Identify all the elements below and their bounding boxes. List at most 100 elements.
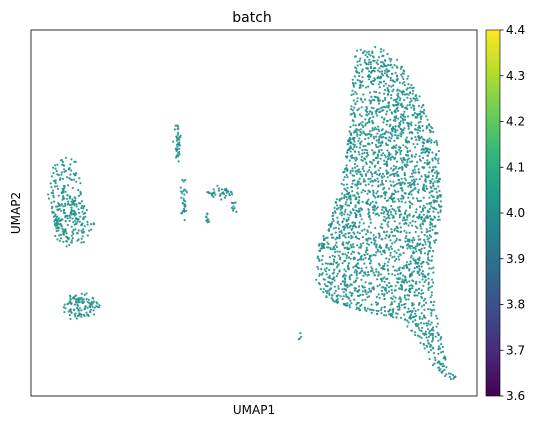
data-point [80, 200, 83, 203]
data-point [73, 209, 76, 212]
data-point [384, 131, 387, 134]
data-point [426, 118, 429, 121]
data-point [428, 357, 431, 361]
data-point [405, 231, 408, 234]
data-point [421, 207, 425, 210]
data-point [366, 55, 369, 59]
data-point [395, 160, 398, 163]
data-point [78, 177, 81, 180]
data-point [393, 220, 396, 223]
data-point [335, 275, 338, 278]
data-point [430, 267, 433, 270]
data-point [218, 187, 221, 190]
data-point [445, 373, 448, 376]
data-point [362, 286, 365, 289]
data-point [356, 97, 359, 100]
data-point [384, 220, 387, 223]
data-point [436, 331, 439, 334]
data-point [407, 321, 410, 324]
data-point [427, 147, 430, 150]
data-point [366, 253, 369, 256]
data-point [414, 309, 417, 313]
data-point [326, 241, 329, 244]
data-point [366, 170, 369, 173]
data-point [447, 372, 451, 375]
data-point [401, 75, 404, 78]
data-point [352, 99, 355, 102]
data-point [405, 163, 408, 166]
data-point [83, 307, 86, 310]
data-point [414, 230, 417, 234]
data-point [391, 242, 394, 245]
data-point [370, 259, 373, 262]
data-point [411, 104, 414, 107]
data-point [66, 223, 69, 226]
data-point [374, 46, 377, 49]
data-point [224, 189, 227, 192]
data-point [429, 202, 432, 205]
data-point [399, 135, 403, 138]
data-point [341, 297, 344, 301]
data-point [381, 208, 384, 211]
data-point [391, 200, 394, 203]
data-point [422, 112, 426, 115]
data-point [362, 125, 365, 128]
data-point [431, 178, 434, 181]
data-point [360, 140, 363, 143]
data-point [418, 256, 421, 259]
data-point [420, 296, 424, 299]
data-point [371, 98, 374, 101]
data-point [435, 153, 438, 156]
data-point [220, 198, 223, 201]
data-point [384, 237, 387, 240]
data-point [415, 138, 418, 141]
data-point [399, 231, 402, 234]
data-point [383, 276, 386, 279]
data-point [366, 200, 369, 203]
data-point [388, 281, 391, 285]
y-axis-label: UMAP2 [9, 192, 23, 234]
data-point [348, 304, 351, 307]
data-point [67, 168, 70, 171]
data-point [354, 150, 357, 153]
data-point [343, 193, 346, 196]
data-point [436, 322, 439, 325]
data-point [399, 123, 402, 126]
data-point [79, 193, 82, 196]
data-point [374, 213, 377, 216]
data-point [356, 60, 359, 63]
data-point [347, 216, 350, 219]
data-point [66, 194, 69, 197]
data-point [63, 311, 66, 314]
data-point [207, 191, 210, 194]
data-point [68, 313, 71, 317]
data-point [398, 306, 401, 309]
data-point [366, 229, 369, 232]
data-point [418, 125, 421, 129]
data-point [391, 309, 394, 312]
data-point [426, 139, 429, 142]
data-point [387, 90, 390, 93]
data-point [346, 286, 349, 289]
data-point [393, 110, 396, 113]
data-point [409, 181, 412, 184]
data-point [402, 131, 405, 134]
data-point [417, 323, 420, 326]
data-point [179, 186, 182, 189]
data-point [319, 288, 322, 291]
data-point [359, 182, 362, 185]
data-point [332, 219, 335, 222]
data-point [336, 272, 339, 275]
data-point [389, 210, 392, 214]
data-point [395, 237, 398, 240]
data-point [401, 189, 404, 192]
data-point [388, 208, 391, 212]
data-point [369, 110, 372, 113]
data-point [420, 148, 423, 151]
data-point [360, 258, 363, 261]
data-point [433, 141, 436, 144]
data-point [338, 269, 341, 272]
data-point [390, 194, 393, 197]
data-point [381, 61, 384, 64]
data-point [372, 151, 375, 154]
